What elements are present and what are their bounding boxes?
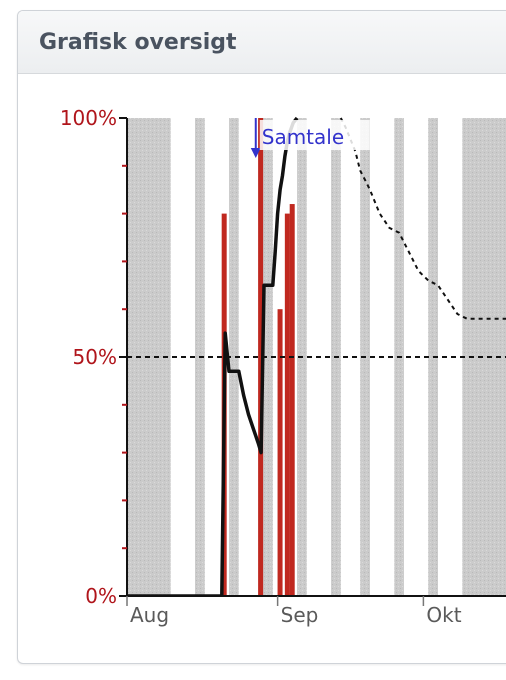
- y-tick-label-2: 100%: [60, 106, 117, 130]
- y-tick-label-1: 50%: [73, 345, 117, 369]
- bar-3: [285, 214, 290, 596]
- bar-2: [278, 309, 283, 596]
- x-tick-label-1: Sep: [281, 603, 319, 627]
- annotation-label-0: Samtale: [262, 125, 344, 149]
- x-tick-label-2: Okt: [426, 603, 461, 627]
- bar-4: [290, 204, 295, 596]
- x-tick-label-0: Aug: [130, 603, 169, 627]
- y-tick-label-0: 0%: [85, 584, 117, 608]
